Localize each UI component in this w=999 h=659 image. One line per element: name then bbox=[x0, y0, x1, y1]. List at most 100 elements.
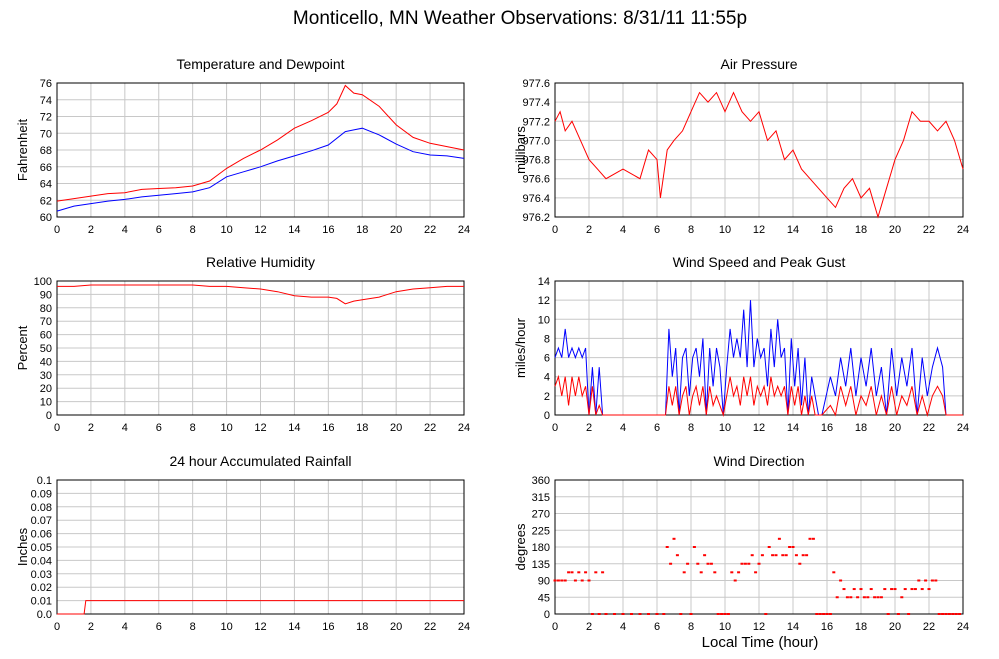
x-tick-label: 16 bbox=[322, 621, 334, 633]
y-axis-label: degrees bbox=[513, 523, 528, 570]
data-point bbox=[740, 562, 744, 565]
x-tick-label: 24 bbox=[458, 224, 470, 236]
data-point bbox=[845, 596, 849, 599]
data-point bbox=[794, 554, 798, 557]
y-tick-label: 0 bbox=[544, 609, 550, 621]
data-point bbox=[567, 571, 571, 574]
data-point bbox=[777, 537, 781, 540]
y-tick-label: 0.07 bbox=[31, 515, 52, 527]
data-point bbox=[590, 613, 594, 615]
x-tick-label: 24 bbox=[957, 422, 969, 434]
y-tick-label: 8 bbox=[544, 333, 550, 345]
data-point bbox=[638, 613, 642, 615]
y-tick-label: 20 bbox=[40, 383, 52, 395]
data-point bbox=[621, 613, 625, 615]
x-tick-label: 12 bbox=[254, 621, 266, 633]
data-point bbox=[613, 613, 616, 615]
x-tick-label: 2 bbox=[88, 621, 94, 633]
data-point bbox=[665, 546, 669, 548]
y-tick-label: 977.4 bbox=[522, 97, 550, 109]
y-tick-label: 0 bbox=[544, 410, 550, 422]
y-tick-label: 225 bbox=[532, 525, 550, 537]
x-tick-label: 6 bbox=[654, 422, 660, 434]
y-tick-label: 10 bbox=[40, 397, 52, 409]
y-tick-label: 90 bbox=[40, 289, 52, 301]
chart-title: Wind Speed and Peak Gust bbox=[673, 254, 846, 270]
x-tick-label: 18 bbox=[356, 224, 368, 236]
y-tick-label: 70 bbox=[40, 128, 52, 140]
x-tick-label: 10 bbox=[220, 224, 232, 236]
pressure-chart: Air Pressure millibars 976.2 976.4 976.6 976.… bbox=[513, 56, 969, 236]
x-tick-label: 6 bbox=[156, 422, 162, 434]
data-point bbox=[675, 554, 679, 557]
data-point bbox=[757, 562, 761, 565]
x-tick-label: 12 bbox=[753, 422, 765, 434]
data-point bbox=[784, 554, 788, 557]
series-line-red bbox=[56, 84, 465, 202]
x-tick-label: 8 bbox=[190, 621, 196, 633]
x-tick-label: 24 bbox=[458, 422, 470, 434]
data-point bbox=[662, 613, 666, 615]
data-point bbox=[647, 613, 650, 615]
y-tick-label: 360 bbox=[532, 475, 550, 487]
data-point bbox=[910, 588, 914, 591]
series-line-red bbox=[554, 91, 964, 219]
y-tick-label: 135 bbox=[532, 559, 550, 571]
data-point bbox=[699, 571, 703, 574]
y-tick-label: 60 bbox=[40, 330, 52, 342]
temp-chart: Temperature and DewpointFahrenheit606264… bbox=[15, 56, 470, 236]
data-point bbox=[767, 546, 771, 548]
x-tick-label: 10 bbox=[719, 621, 731, 633]
x-tick-label: 14 bbox=[288, 422, 300, 434]
y-tick-label: 40 bbox=[40, 356, 52, 368]
y-tick-label: 0.04 bbox=[31, 555, 52, 567]
x-tick-label: 8 bbox=[688, 621, 694, 633]
y-tick-label: 315 bbox=[532, 492, 550, 504]
x-tick-label: 14 bbox=[787, 422, 799, 434]
y-tick-label: 977.0 bbox=[522, 135, 550, 147]
x-tick-label: 10 bbox=[220, 422, 232, 434]
x-tick-label: 0 bbox=[552, 224, 558, 236]
data-point bbox=[774, 554, 778, 557]
y-tick-label: 0 bbox=[46, 410, 52, 422]
data-point bbox=[869, 588, 873, 591]
x-tick-label: 2 bbox=[88, 422, 94, 434]
data-point bbox=[852, 588, 856, 591]
data-point bbox=[754, 571, 758, 574]
data-point bbox=[587, 579, 591, 582]
data-point bbox=[896, 613, 900, 615]
x-tick-label: 0 bbox=[552, 621, 558, 633]
x-tick-label: 22 bbox=[424, 422, 436, 434]
x-tick-label: 20 bbox=[390, 422, 402, 434]
data-point bbox=[594, 571, 598, 574]
data-point bbox=[706, 562, 710, 565]
data-point bbox=[801, 554, 805, 557]
y-tick-label: 270 bbox=[532, 509, 550, 521]
data-point bbox=[723, 613, 727, 615]
y-tick-label: 976.8 bbox=[522, 155, 550, 167]
data-point bbox=[573, 579, 577, 582]
data-point bbox=[737, 571, 741, 574]
data-point bbox=[720, 613, 724, 615]
x-tick-label: 6 bbox=[156, 224, 162, 236]
x-tick-label: 8 bbox=[190, 422, 196, 434]
x-tick-label: 18 bbox=[855, 621, 867, 633]
plot-frame bbox=[56, 479, 465, 615]
x-tick-label: 12 bbox=[254, 422, 266, 434]
data-point bbox=[580, 579, 584, 582]
x-tick-label: 0 bbox=[552, 422, 558, 434]
y-tick-label: 12 bbox=[538, 295, 550, 307]
data-point bbox=[798, 562, 802, 565]
y-axis-label: millibars bbox=[513, 126, 528, 174]
data-point bbox=[672, 537, 676, 540]
data-point bbox=[913, 588, 917, 591]
data-point bbox=[669, 562, 673, 565]
x-tick-label: 4 bbox=[122, 422, 128, 434]
x-tick-label: 20 bbox=[889, 621, 901, 633]
y-tick-label: 977.2 bbox=[522, 116, 550, 128]
data-point bbox=[601, 571, 605, 574]
data-point bbox=[630, 613, 633, 615]
y-tick-label: 0.09 bbox=[31, 488, 52, 500]
data-point bbox=[859, 588, 863, 591]
